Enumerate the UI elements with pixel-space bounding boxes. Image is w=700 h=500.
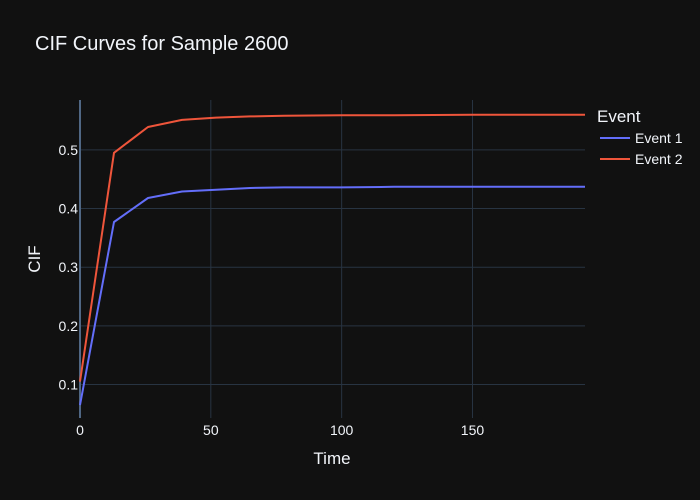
y-axis-title: CIF: [25, 245, 44, 272]
legend-title: Event: [597, 107, 641, 126]
series-line-event-2: [79, 113, 585, 382]
tick-label-layer: 0.1 0.2 0.3 0.4 0.5 0 50 100 150: [59, 142, 485, 438]
x-tick-label: 50: [203, 422, 219, 438]
x-tick-label: 150: [461, 422, 485, 438]
series-layer: [79, 113, 585, 406]
x-tick-label: 0: [76, 422, 84, 438]
legend: Event Event 1 Event 2: [597, 107, 683, 167]
legend-label-event-2: Event 2: [635, 151, 683, 167]
legend-items: Event 1 Event 2: [600, 130, 683, 167]
y-tick-label: 0.3: [59, 259, 79, 275]
y-tick-label: 0.4: [59, 201, 79, 217]
grid-layer: [79, 100, 585, 418]
series-line-event-1: [79, 185, 585, 406]
y-tick-label: 0.2: [59, 318, 79, 334]
y-tick-label: 0.5: [59, 142, 79, 158]
y-tick-label: 0.1: [59, 377, 79, 393]
x-axis-title: Time: [313, 449, 350, 468]
legend-label-event-1: Event 1: [635, 130, 683, 146]
chart-title: CIF Curves for Sample 2600: [35, 33, 288, 55]
x-tick-label: 100: [330, 422, 354, 438]
